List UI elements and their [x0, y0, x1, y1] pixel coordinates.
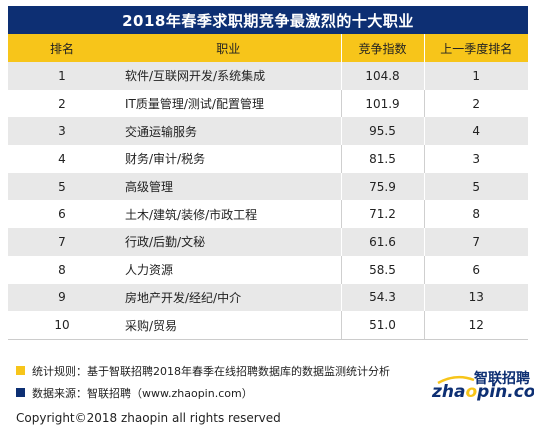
table-row: 8 人力资源 58.5 6 [8, 255, 528, 284]
cell-rank: 3 [8, 117, 116, 146]
cell-rank: 1 [8, 62, 116, 90]
cell-index: 101.9 [340, 89, 425, 118]
cell-prev-rank: 2 [424, 89, 528, 118]
cell-job: 软件/互联网开发/系统集成 [116, 62, 341, 90]
cell-index: 75.9 [340, 172, 425, 201]
cell-job: 行政/后勤/文秘 [116, 228, 341, 256]
table-row: 2 IT质量管理/测试/配置管理 101.9 2 [8, 89, 528, 118]
note-source: 数据来源：智联招聘（www.zhaopin.com） [16, 384, 390, 401]
cell-prev-rank: 5 [424, 172, 528, 201]
yellow-square-icon [16, 366, 25, 375]
cell-rank: 9 [8, 283, 116, 312]
swoosh-icon [437, 375, 475, 385]
cell-job: 交通运输服务 [116, 117, 341, 146]
logo-chinese: 智联招聘 [474, 371, 530, 387]
header-rank: 排名 [8, 34, 116, 62]
cell-job: IT质量管理/测试/配置管理 [116, 89, 341, 118]
cell-rank: 10 [8, 311, 116, 340]
ranking-table: 排名 职业 竞争指数 上一季度排名 1 软件/互联网开发/系统集成 104.8 … [8, 34, 528, 340]
cell-rank: 7 [8, 228, 116, 256]
cell-index: 104.8 [340, 62, 425, 90]
cell-job: 采购/贸易 [116, 311, 341, 340]
cell-index: 81.5 [340, 145, 425, 173]
cell-rank: 6 [8, 200, 116, 229]
cell-prev-rank: 6 [424, 255, 528, 284]
cell-index: 61.6 [340, 228, 425, 256]
logo-en-o: o [465, 382, 478, 402]
cell-rank: 2 [8, 89, 116, 118]
cell-job: 土木/建筑/装修/市政工程 [116, 200, 341, 229]
notes: 统计规则：基于智联招聘2018年春季在线招聘数据库的数据监测统计分析 数据来源：… [16, 362, 390, 406]
cell-prev-rank: 4 [424, 117, 528, 146]
logo-en-pre: zha [432, 382, 466, 402]
table-row: 10 采购/贸易 51.0 12 [8, 311, 528, 340]
table-row: 7 行政/后勤/文秘 61.6 7 [8, 228, 528, 256]
header-job: 职业 [116, 34, 341, 62]
cell-index: 58.5 [340, 255, 425, 284]
note-rule: 统计规则：基于智联招聘2018年春季在线招聘数据库的数据监测统计分析 [16, 362, 390, 379]
table-row: 4 财务/审计/税务 81.5 3 [8, 145, 528, 173]
table-row: 6 土木/建筑/装修/市政工程 71.2 8 [8, 200, 528, 229]
cell-index: 51.0 [340, 311, 425, 340]
cell-prev-rank: 3 [424, 145, 528, 173]
cell-job: 人力资源 [116, 255, 341, 284]
cell-job: 高级管理 [116, 172, 341, 201]
cell-rank: 4 [8, 145, 116, 173]
note-rule-text: 统计规则：基于智联招聘2018年春季在线招聘数据库的数据监测统计分析 [32, 364, 390, 378]
cell-prev-rank: 12 [424, 311, 528, 340]
cell-prev-rank: 13 [424, 283, 528, 312]
table-row: 5 高级管理 75.9 5 [8, 172, 528, 201]
logo-english: zhaopin.com [432, 382, 534, 402]
cell-rank: 8 [8, 255, 116, 284]
cell-index: 54.3 [340, 283, 425, 312]
note-source-text: 数据来源：智联招聘（www.zhaopin.com） [32, 386, 253, 400]
cell-rank: 5 [8, 172, 116, 201]
table-header-row: 排名 职业 竞争指数 上一季度排名 [8, 34, 528, 62]
cell-prev-rank: 7 [424, 228, 528, 256]
table-row: 3 交通运输服务 95.5 4 [8, 117, 528, 146]
blue-square-icon [16, 388, 25, 397]
table-row: 1 软件/互联网开发/系统集成 104.8 1 [8, 62, 528, 90]
cell-job: 房地产开发/经纪/中介 [116, 283, 341, 312]
cell-prev-rank: 8 [424, 200, 528, 229]
zhaopin-logo: 智联招聘 zhaopin.com [432, 368, 534, 408]
logo-en-post: pin.com [477, 382, 534, 402]
cell-prev-rank: 1 [424, 62, 528, 90]
cell-job: 财务/审计/税务 [116, 145, 341, 173]
header-index: 竞争指数 [340, 34, 425, 62]
table-title: 2018年春季求职期竞争最激烈的十大职业 [8, 6, 528, 34]
cell-index: 95.5 [340, 117, 425, 146]
cell-index: 71.2 [340, 200, 425, 229]
table-row: 9 房地产开发/经纪/中介 54.3 13 [8, 283, 528, 312]
copyright: Copyright©2018 zhaopin all rights reserv… [16, 411, 281, 425]
header-prev-rank: 上一季度排名 [424, 34, 528, 62]
